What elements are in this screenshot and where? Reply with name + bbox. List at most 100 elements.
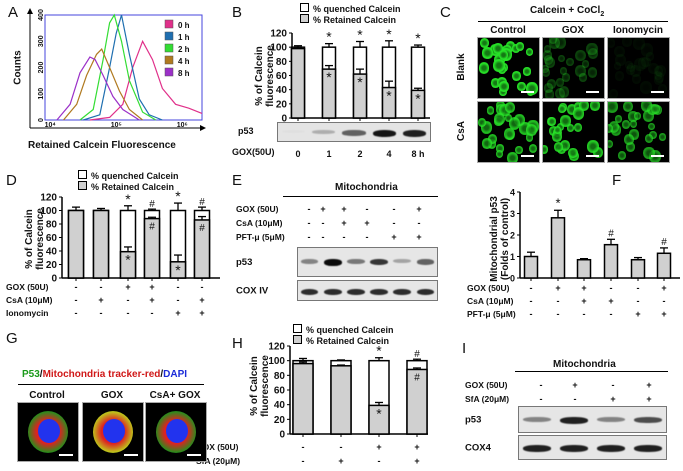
f-bar [656,252,672,279]
scale-bar [59,454,73,456]
e-condition-sign: - [393,204,396,214]
calcein-cell [566,57,574,67]
legend-retained: % Retained Calcein [313,15,397,25]
e-condition-sign: - [366,232,369,242]
calcein-cell [622,38,632,47]
a-legend-swatch [164,67,174,77]
b-ytick-label: 120 [270,29,287,40]
a-legend-label: 4 h [178,57,190,66]
calcein-cell [586,43,598,56]
d-significance-mark: # [149,199,155,210]
d-legend: % quenched Calcein % Retained Calcein [78,170,179,192]
calcein-cell [572,106,585,120]
h-significance-mark: # [414,372,420,383]
calcein-cell [633,38,646,50]
calcein-cell [655,64,667,77]
panel-label-f: F [612,172,622,189]
calcein-cell [615,115,623,123]
calcein-cell [575,49,586,62]
d-condition-label: CsA (10μM) [6,295,53,305]
calcein-cell [581,59,589,68]
f-condition-label: CsA (10μM) [467,296,514,306]
f-condition-sign: - [557,296,560,306]
calcein-cell [561,72,570,82]
calcein-cell [543,50,553,61]
e-condition-sign: + [391,232,396,242]
d-condition-sign: + [125,282,130,292]
a-legend-swatch [164,31,174,41]
g-column-label: Control [29,390,65,401]
a-plot-frame [44,14,203,121]
calcein-cell [651,104,661,115]
d-condition-sign: + [98,295,103,305]
i-band [560,445,589,452]
calcein-cell [519,121,531,135]
calcein-cell [554,38,566,49]
a-legend-label: 1 h [178,33,190,42]
calcein-cell [608,38,616,48]
calcein-cell [549,38,557,44]
d-condition-sign: + [199,295,204,305]
legend-swatch-quenched [300,3,309,12]
f-significance-mark: # [661,237,667,248]
h-condition-sign: - [302,456,305,466]
nucleus-dapi [103,419,125,443]
h-ytick-label: 40 [274,400,286,411]
a-y-arrow [27,8,33,14]
d-condition-sign: - [100,308,103,318]
calcein-cell [622,102,634,113]
calcein-cell [525,48,534,57]
e-condition-sign: + [320,204,325,214]
calcein-cell [632,73,642,84]
calcein-cell [557,54,565,63]
calcein-cell [654,66,664,77]
calcein-cell [614,53,626,67]
i-condition-label: GOX (50U) [465,380,508,390]
i-band [523,417,552,422]
d-significance-mark: * [125,252,131,268]
i-condition-sign: + [610,394,615,404]
f-significance-mark: * [555,195,560,210]
e-condition-sign: - [418,218,421,228]
calcein-cell [546,78,557,89]
f-condition-sign: + [581,283,586,293]
c-row-label: CsA [456,121,467,141]
d-ytick-label: 120 [40,193,57,204]
calcein-cell [544,89,555,98]
calcein-cell [614,46,625,58]
calcein-cell [560,115,571,127]
calcein-cell [554,87,566,98]
b-ytick-label: 20 [276,99,288,110]
f-bar [550,217,566,279]
e-blot-coxiv [297,280,438,301]
calcein-cell [504,102,515,113]
d-condition-sign: + [149,282,154,292]
i-title-rule [515,371,668,372]
a-legend-label: 0 h [178,21,190,30]
b-category-label: 1 [326,149,331,159]
scale-bar [651,91,664,93]
calcein-cell [575,65,586,78]
f-condition-sign: + [661,309,666,319]
b-legend: % quenched Calcein % Retained Calcein [300,3,401,25]
e-condition-sign: - [393,218,396,228]
d-condition-sign: + [149,295,154,305]
i-condition-sign: + [646,394,651,404]
calcein-cell [654,71,663,80]
a-ytick-label: 300 [38,35,45,47]
d-condition-sign: - [75,308,78,318]
legend-swatch-retained [300,14,309,23]
scale-bar [586,91,599,93]
calcein-cell [629,129,639,140]
b-ytick-label: 100 [270,43,287,54]
e-condition-sign: + [416,204,421,214]
h-condition-sign: + [338,456,343,466]
i-blot-p53 [518,406,667,433]
calcein-cell [495,149,504,159]
calcein-cell [648,62,659,75]
calcein-cell [528,143,538,154]
legend-quenched: % quenched Calcein [313,4,401,14]
h-condition-sign: + [414,442,419,452]
c-title-rule [478,21,668,22]
calcein-cell [544,57,555,69]
